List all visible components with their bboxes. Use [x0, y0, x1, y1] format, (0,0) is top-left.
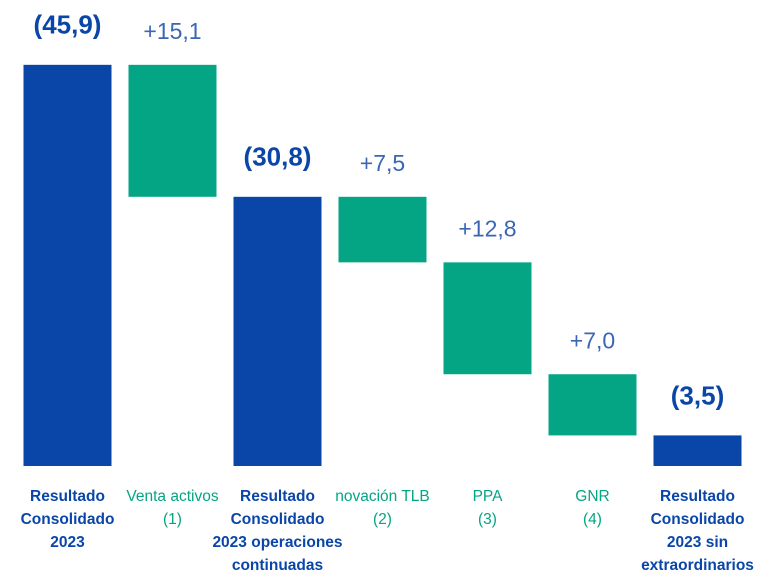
- value-label: +12,8: [458, 215, 516, 241]
- category-line: (2): [373, 511, 392, 528]
- bar: [128, 64, 217, 197]
- category-line: 2023 sin: [667, 534, 728, 551]
- category-line: (1): [163, 511, 182, 528]
- category-label: GNR (4): [575, 488, 609, 528]
- value-label: (30,8): [244, 142, 312, 172]
- bar: [653, 435, 742, 466]
- bar: [443, 262, 532, 375]
- category-label: Resultado Consolidado 2023 operaciones cont…: [212, 488, 342, 574]
- bar: [548, 374, 637, 436]
- category-line: Venta activos: [126, 488, 218, 505]
- category-line: extraordinarios: [641, 557, 754, 574]
- category-label: PPA (3): [473, 488, 504, 528]
- category-line: Resultado: [30, 488, 105, 505]
- category-label: novación TLB (2): [335, 488, 430, 528]
- category-line: Consolidado: [231, 511, 325, 528]
- category-line: GNR: [575, 488, 609, 505]
- category-label: Venta activos (1): [126, 488, 218, 528]
- category-line: 2023 operaciones: [212, 534, 342, 551]
- value-label: (45,9): [34, 10, 102, 40]
- value-label: (3,5): [671, 380, 724, 410]
- category-line: Resultado: [660, 488, 735, 505]
- category-line: Consolidado: [651, 511, 745, 528]
- category-line: (4): [583, 511, 602, 528]
- value-label: +15,1: [143, 18, 201, 44]
- category-line: (3): [478, 511, 497, 528]
- category-line: continuadas: [232, 557, 323, 574]
- bar: [338, 196, 427, 263]
- category-line: novación TLB: [335, 488, 430, 505]
- category-line: Consolidado: [21, 511, 115, 528]
- category-label: Resultado Consolidado 2023 sin extraordinar…: [641, 488, 754, 574]
- category-label: Resultado Consolidado 2023: [21, 488, 115, 551]
- category-line: 2023: [50, 534, 85, 551]
- category-line: Resultado: [240, 488, 315, 505]
- value-label: +7,5: [360, 150, 405, 176]
- value-label: +7,0: [570, 327, 615, 353]
- bar: [233, 196, 322, 467]
- category-line: PPA: [473, 488, 504, 505]
- bar: [23, 64, 112, 467]
